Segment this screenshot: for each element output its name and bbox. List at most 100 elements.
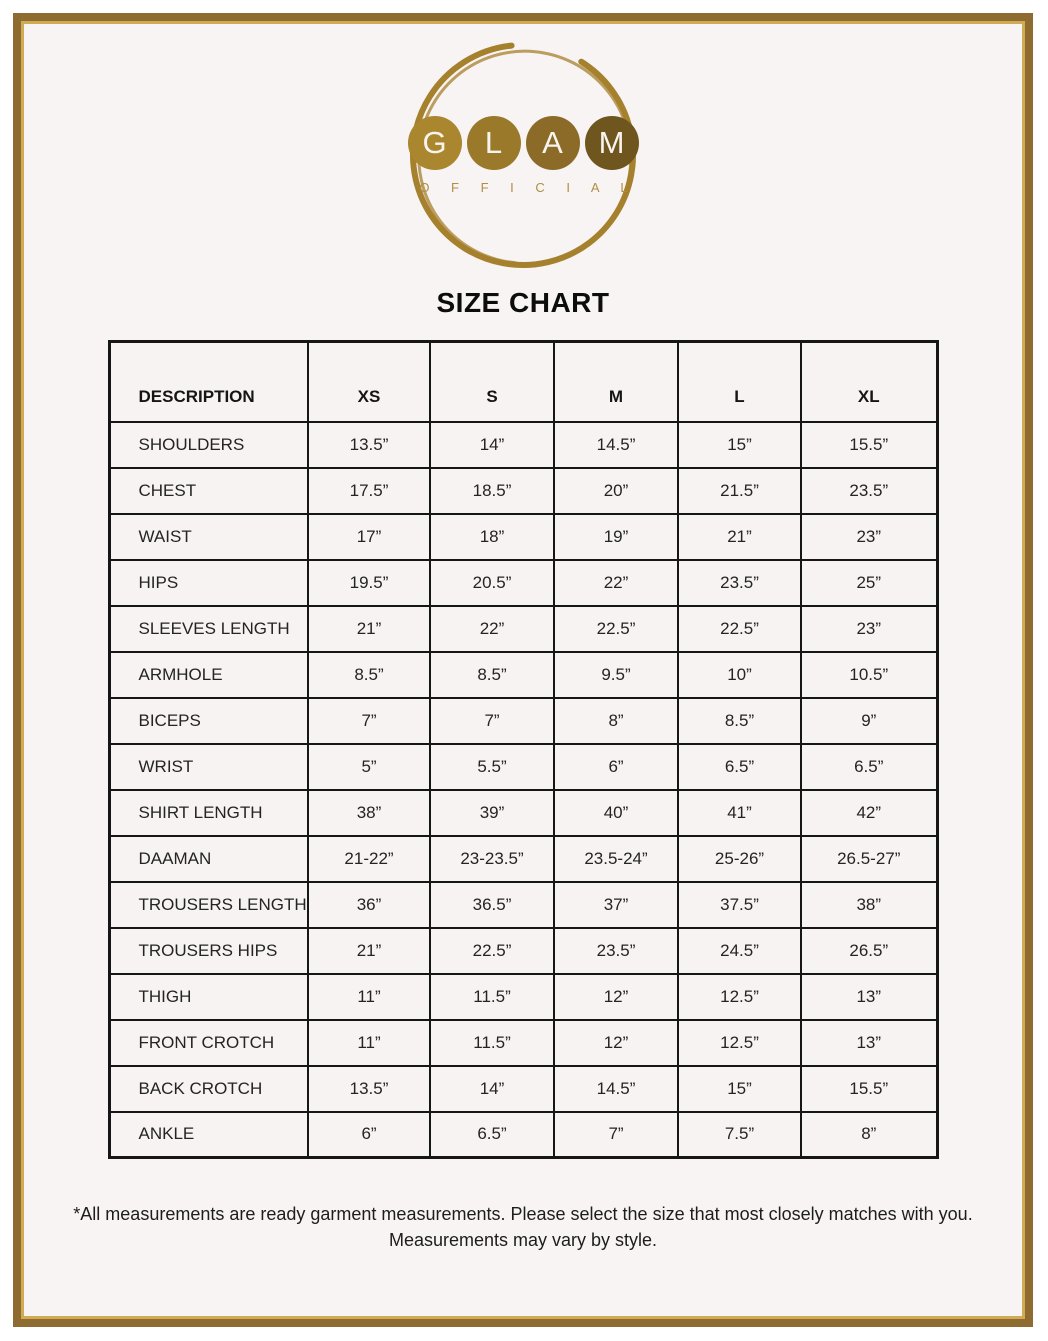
measurement-cell: 15” [677, 1064, 802, 1113]
measurement-cell: 12.5” [677, 1018, 802, 1067]
measurement-cell: 14” [429, 1064, 555, 1113]
measurement-cell: 7” [307, 696, 431, 745]
measurement-cell: 7.5” [677, 1110, 802, 1159]
table-row: CHEST 17.5” 18.5” 20” 21.5” 23.5” [108, 466, 938, 515]
measurement-cell: 11.5” [429, 972, 555, 1021]
measurement-cell: 12” [553, 972, 679, 1021]
measurement-cell: 23.5-24” [553, 834, 679, 883]
measurement-cell: 23” [800, 604, 938, 653]
size-table-body: SHOULDERS 13.5” 14” 14.5” 15” 15.5” CHEST 17.5”… [108, 420, 938, 1159]
measurement-cell: 9.5” [553, 650, 679, 699]
table-row: BACK CROTCH 13.5” 14” 14.5” 15” 15.5” [108, 1064, 938, 1113]
column-header-m: M [553, 340, 679, 423]
measurement-cell: 15.5” [800, 420, 938, 469]
measurement-cell: 20.5” [429, 558, 555, 607]
column-header-xs: XS [307, 340, 431, 423]
column-header-xl: XL [800, 340, 938, 423]
row-label: FRONT CROTCH [108, 1018, 309, 1067]
measurement-cell: 14” [429, 420, 555, 469]
table-row: FRONT CROTCH 11” 11.5” 12” 12.5” 13” [108, 1018, 938, 1067]
measurement-cell: 13.5” [307, 420, 431, 469]
measurement-cell: 40” [553, 788, 679, 837]
measurement-cell: 19” [553, 512, 679, 561]
table-row: TROUSERS HIPS 21” 22.5” 23.5” 24.5” 26.5” [108, 926, 938, 975]
measurement-cell: 22.5” [553, 604, 679, 653]
column-header-s: S [429, 340, 555, 423]
row-label: SHIRT LENGTH [108, 788, 309, 837]
table-row: DAAMAN 21-22” 23-23.5” 23.5-24” 25-26” 26.5-2… [108, 834, 938, 883]
measurement-cell: 38” [307, 788, 431, 837]
measurement-cell: 39” [429, 788, 555, 837]
measurement-cell: 5” [307, 742, 431, 791]
page-title: SIZE CHART [436, 287, 610, 318]
measurement-cell: 21.5” [677, 466, 802, 515]
measurement-cell: 19.5” [307, 558, 431, 607]
table-row: WRIST 5” 5.5” 6” 6.5” 6.5” [108, 742, 938, 791]
measurement-cell: 38” [800, 880, 938, 929]
measurement-cell: 26.5” [800, 926, 938, 975]
measurement-cell: 18” [429, 512, 555, 561]
measurement-cell: 25” [800, 558, 938, 607]
measurement-cell: 6.5” [429, 1110, 555, 1159]
measurement-cell: 15.5” [800, 1064, 938, 1113]
measurement-cell: 12” [553, 1018, 679, 1067]
measurement-cell: 9” [800, 696, 938, 745]
logo-letter-circle: M [584, 116, 639, 170]
measurement-cell: 12.5” [677, 972, 802, 1021]
measurement-cell: 22” [429, 604, 555, 653]
measurement-cell: 8” [800, 1110, 938, 1159]
measurement-cell: 14.5” [553, 1064, 679, 1113]
measurement-cell: 8” [553, 696, 679, 745]
row-label: WAIST [108, 512, 309, 561]
table-row: ANKLE 6” 6.5” 7” 7.5” 8” [108, 1110, 938, 1159]
row-label: BICEPS [108, 696, 309, 745]
measurement-cell: 22.5” [677, 604, 802, 653]
measurement-cell: 36” [307, 880, 431, 929]
measurement-cell: 21” [307, 604, 431, 653]
measurement-cell: 10” [677, 650, 802, 699]
footnote-line-1: *All measurements are ready garment meas… [73, 1204, 973, 1224]
row-label: ANKLE [108, 1110, 309, 1159]
row-label: CHEST [108, 466, 309, 515]
table-row: ARMHOLE 8.5” 8.5” 9.5” 10” 10.5” [108, 650, 938, 699]
measurement-cell: 20” [553, 466, 679, 515]
table-row: SHIRT LENGTH 38” 39” 40” 41” 42” [108, 788, 938, 837]
measurement-cell: 36.5” [429, 880, 555, 929]
size-table-header-row: DESCRIPTION XS S M L XL [108, 340, 938, 423]
table-row: WAIST 17” 18” 19” 21” 23” [108, 512, 938, 561]
measurement-cell: 37” [553, 880, 679, 929]
measurement-cell: 23.5” [800, 466, 938, 515]
measurement-cell: 10.5” [800, 650, 938, 699]
measurement-cell: 13” [800, 972, 938, 1021]
table-row: THIGH 11” 11.5” 12” 12.5” 13” [108, 972, 938, 1021]
measurement-cell: 13” [800, 1018, 938, 1067]
measurement-cell: 23.5” [677, 558, 802, 607]
measurement-cell: 17.5” [307, 466, 431, 515]
measurement-cell: 11” [307, 972, 431, 1021]
measurement-cell: 22” [553, 558, 679, 607]
measurement-cell: 6” [307, 1110, 431, 1159]
measurement-cell: 8.5” [429, 650, 555, 699]
measurement-cell: 13.5” [307, 1064, 431, 1113]
measurement-cell: 8.5” [307, 650, 431, 699]
logo-letter-circle: G [407, 116, 462, 170]
logo-letter-circle: L [466, 116, 521, 170]
measurement-cell: 6.5” [800, 742, 938, 791]
table-row: SHOULDERS 13.5” 14” 14.5” 15” 15.5” [108, 420, 938, 469]
measurement-cell: 7” [553, 1110, 679, 1159]
measurement-cell: 42” [800, 788, 938, 837]
measurement-cell: 7” [429, 696, 555, 745]
measurement-cell: 37.5” [677, 880, 802, 929]
row-label: WRIST [108, 742, 309, 791]
table-row: SLEEVES LENGTH 21” 22” 22.5” 22.5” 23” [108, 604, 938, 653]
measurement-cell: 8.5” [677, 696, 802, 745]
measurement-cell: 5.5” [429, 742, 555, 791]
measurement-cell: 23.5” [553, 926, 679, 975]
measurement-cell: 21” [677, 512, 802, 561]
footnote-line-2: Measurements may vary by style. [388, 1230, 658, 1251]
measurement-cell: 24.5” [677, 926, 802, 975]
